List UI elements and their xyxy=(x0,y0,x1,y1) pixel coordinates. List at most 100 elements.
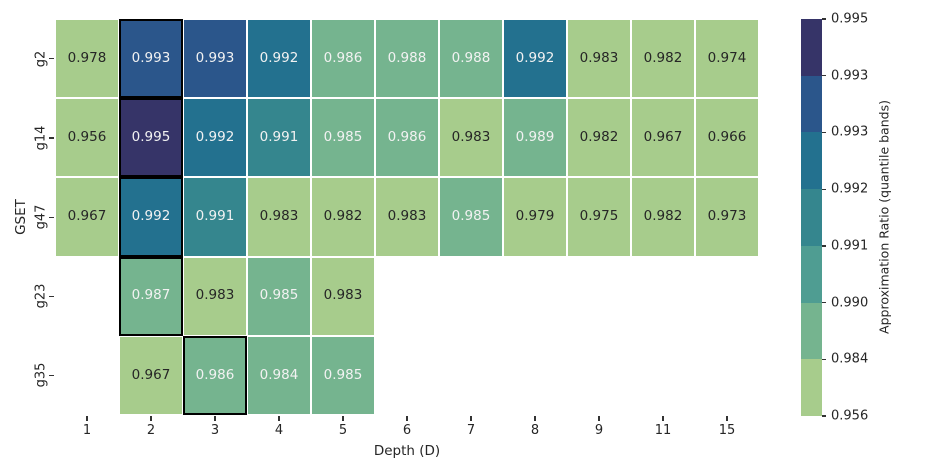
heatmap-cell: 0.993 xyxy=(183,19,247,99)
heatmap-cell: 0.989 xyxy=(503,98,567,178)
row-label-g47: g47 xyxy=(33,204,49,230)
colorbar-band xyxy=(801,359,822,417)
heatmap-cell: 0.982 xyxy=(631,177,695,257)
colorbar-tick-label: 0.993 xyxy=(831,124,869,140)
heatmap-cell: 0.982 xyxy=(567,98,631,178)
heatmap-cell: 0.956 xyxy=(55,98,119,178)
heatmap-cell-empty xyxy=(55,257,119,336)
colorbar-tick-mark xyxy=(822,75,826,77)
heatmap-cell: 0.982 xyxy=(631,19,695,99)
col-label-2: 2 xyxy=(146,423,156,438)
col-label-15: 15 xyxy=(718,423,736,438)
x-tick-mark xyxy=(86,416,88,421)
col-label-7: 7 xyxy=(466,423,476,438)
heatmap-cell: 0.993 xyxy=(119,19,183,99)
colorbar xyxy=(801,19,822,417)
heatmap-cell: 0.988 xyxy=(375,19,439,99)
heatmap-cell: 0.992 xyxy=(503,19,567,99)
y-tick-mark xyxy=(49,216,54,218)
colorbar-band xyxy=(801,302,822,360)
heatmap-cell: 0.983 xyxy=(567,19,631,99)
row-label-g2: g2 xyxy=(33,50,49,67)
y-tick-mark xyxy=(49,374,54,377)
x-tick-mark xyxy=(726,416,728,421)
y-tick-mark xyxy=(49,137,54,139)
heatmap-cell-empty xyxy=(439,336,503,415)
heatmap-cell: 0.992 xyxy=(247,19,311,99)
colorbar-tick-label: 0.991 xyxy=(831,238,869,254)
heatmap-cell-empty xyxy=(567,336,631,415)
colorbar-band xyxy=(801,245,822,303)
row-label-g23: g23 xyxy=(33,283,49,309)
colorbar-tick-mark xyxy=(822,415,826,417)
x-tick-mark xyxy=(598,416,600,421)
col-label-5: 5 xyxy=(338,423,348,438)
x-tick-mark xyxy=(278,416,280,421)
colorbar-label: Approximation Ratio (quantile bands) xyxy=(876,100,892,334)
x-tick-mark xyxy=(214,416,216,421)
heatmap-cell: 0.986 xyxy=(311,19,375,99)
heatmap-cell: 0.967 xyxy=(631,98,695,178)
heatmap-cell: 0.986 xyxy=(375,98,439,178)
colorbar-band xyxy=(801,75,822,133)
heatmap-cell-empty xyxy=(55,336,119,415)
heatmap-cell: 0.973 xyxy=(695,177,759,257)
heatmap-cell: 0.984 xyxy=(247,335,311,415)
heatmap-cell-empty xyxy=(567,257,631,336)
heatmap-cell: 0.967 xyxy=(55,177,119,257)
heatmap-cell: 0.987 xyxy=(119,256,183,336)
heatmap-cell: 0.991 xyxy=(247,98,311,178)
heatmap-cell: 0.986 xyxy=(183,335,247,415)
heatmap-cell: 0.979 xyxy=(503,177,567,257)
colorbar-tick-label: 0.995 xyxy=(831,11,869,27)
heatmap-cell-empty xyxy=(375,257,439,336)
heatmap-cell: 0.982 xyxy=(311,177,375,257)
x-tick-mark xyxy=(534,416,536,421)
heatmap-cell: 0.988 xyxy=(439,19,503,99)
col-label-1: 1 xyxy=(82,423,92,438)
heatmap-cell: 0.992 xyxy=(183,98,247,178)
heatmap-cell-empty xyxy=(503,257,567,336)
x-tick-mark xyxy=(342,416,344,421)
x-tick-mark xyxy=(662,416,664,421)
heatmap-cell: 0.983 xyxy=(247,177,311,257)
heatmap-cell: 0.985 xyxy=(247,256,311,336)
colorbar-tick-mark xyxy=(822,188,826,190)
row-label-g35: g35 xyxy=(33,362,49,388)
heatmap-cell: 0.975 xyxy=(567,177,631,257)
colorbar-band xyxy=(801,132,822,190)
col-label-11: 11 xyxy=(654,423,672,438)
colorbar-tick-label: 0.990 xyxy=(831,295,869,311)
heatmap-cell: 0.967 xyxy=(119,335,183,415)
colorbar-tick-label: 0.992 xyxy=(831,181,869,197)
heatmap-cell: 0.983 xyxy=(183,256,247,336)
heatmap-cell-empty xyxy=(631,257,695,336)
heatmap-cell: 0.985 xyxy=(311,335,375,415)
colorbar-tick-label: 0.956 xyxy=(831,408,869,424)
colorbar-band xyxy=(801,19,822,76)
heatmap-cell: 0.985 xyxy=(439,177,503,257)
col-label-3: 3 xyxy=(210,423,220,438)
heatmap-cell: 0.992 xyxy=(119,177,183,257)
heatmap-cell: 0.974 xyxy=(695,19,759,99)
colorbar-tick-mark xyxy=(822,245,826,247)
col-label-8: 8 xyxy=(530,423,540,438)
heatmap-cell: 0.991 xyxy=(183,177,247,257)
y-axis-label: GSET xyxy=(13,199,29,235)
colorbar-tick-mark xyxy=(822,18,826,20)
col-label-4: 4 xyxy=(274,423,284,438)
heatmap-cell-empty xyxy=(375,336,439,415)
x-tick-mark xyxy=(150,416,152,421)
colorbar-tick-mark xyxy=(822,358,826,360)
heatmap-cell-empty xyxy=(695,336,759,415)
colorbar-tick-mark xyxy=(822,131,826,134)
heatmap-cell: 0.995 xyxy=(119,98,183,178)
heatmap-cell-empty xyxy=(503,336,567,415)
heatmap-cell: 0.983 xyxy=(311,256,375,336)
y-tick-mark xyxy=(49,295,54,297)
heatmap-grid: 0.978 0.993 0.993 0.992 0.986 0.988 0.988 0.992… xyxy=(55,19,759,415)
y-tick-mark xyxy=(49,58,54,60)
x-axis-label: Depth (D) xyxy=(373,443,441,459)
colorbar-band xyxy=(801,189,822,246)
